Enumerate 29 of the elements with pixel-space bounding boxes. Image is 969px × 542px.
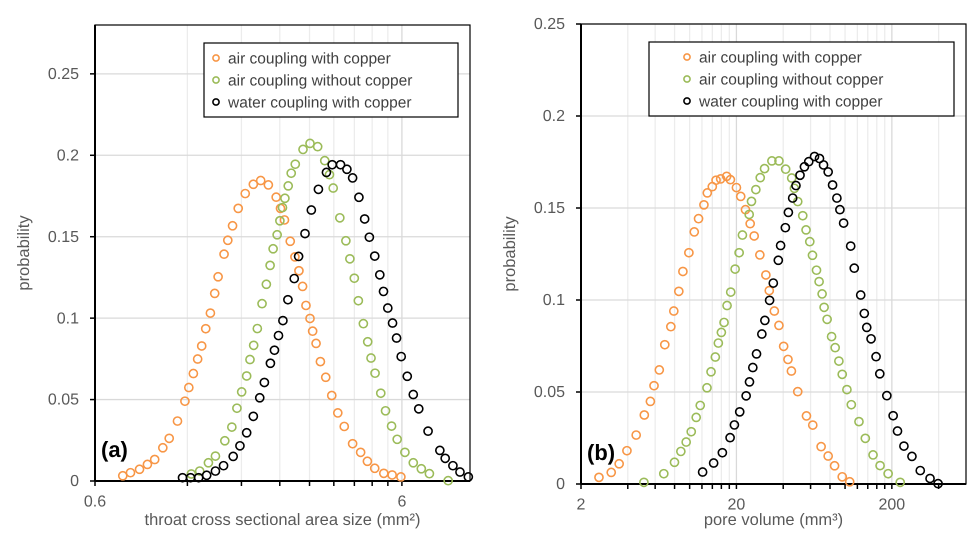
x-tick-label: 2 <box>576 496 586 514</box>
y-tick-label: 0.15 <box>48 228 80 246</box>
y-tick-label: 0.2 <box>542 108 566 126</box>
y-tick-label: 0.2 <box>56 147 80 164</box>
legend-label: air coupling without copper <box>228 72 412 90</box>
y-tick-label: 0 <box>556 476 566 494</box>
legend-label: air coupling without copper <box>699 71 884 88</box>
x-axis-title: pore volume (mm³) <box>704 511 844 529</box>
annotation: (a) <box>101 437 128 462</box>
y-axis-title: probability <box>15 214 33 291</box>
x-axis-title: throat cross sectional area size (mm²) <box>144 511 420 529</box>
legend-label: air coupling with copper <box>699 49 862 66</box>
y-tick-label: 0.25 <box>534 16 566 34</box>
legend-label: air coupling with copper <box>228 50 391 68</box>
x-tick-label: 20 <box>728 496 746 514</box>
y-tick-label: 0 <box>70 473 80 490</box>
x-tick-label: 6 <box>397 494 406 511</box>
y-tick-label: 0.1 <box>56 310 80 328</box>
y-tick-label: 0.25 <box>48 66 80 83</box>
x-tick-label: 0.6 <box>84 494 106 511</box>
y-tick-label: 0.15 <box>534 200 566 218</box>
x-tick-label: 200 <box>878 496 906 514</box>
y-tick-label: 0.05 <box>534 384 566 402</box>
y-tick-label: 0.1 <box>542 292 566 310</box>
legend-label: water coupling with copper <box>227 94 412 112</box>
y-tick-label: 0.05 <box>48 392 80 409</box>
legend-label: water coupling with copper <box>698 93 883 110</box>
y-axis-title: probability <box>501 216 519 292</box>
annotation: (b) <box>587 440 616 465</box>
